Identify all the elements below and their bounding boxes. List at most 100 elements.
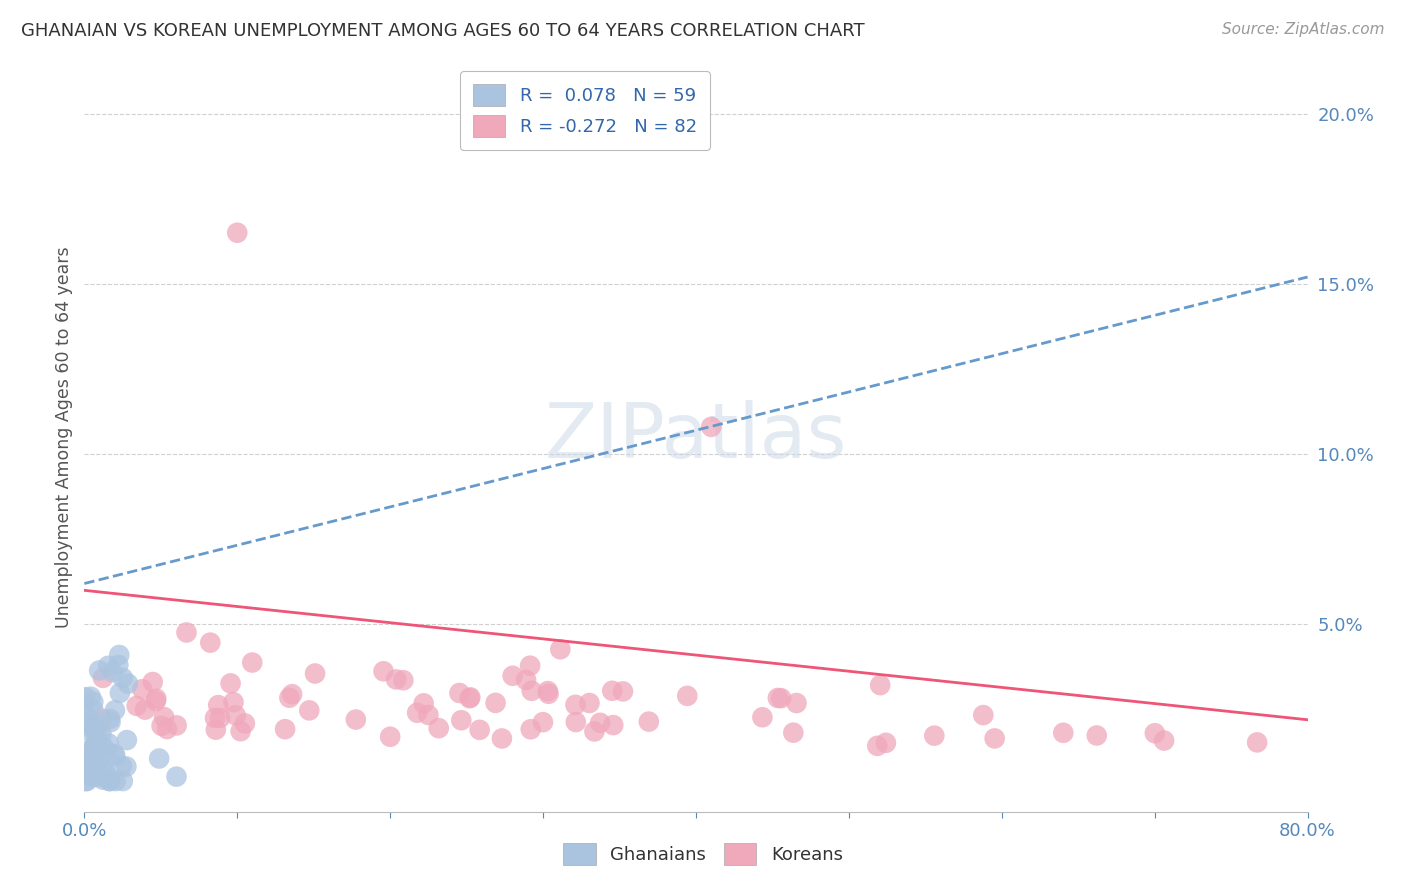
Point	[233, 716, 256, 731]
Point	[385, 673, 408, 687]
Point	[86, 770, 108, 784]
Point	[564, 698, 586, 712]
Point	[589, 715, 612, 730]
Point	[77, 758, 100, 772]
Point	[519, 723, 541, 737]
Point	[84, 739, 107, 753]
Point	[134, 703, 156, 717]
Point	[75, 774, 97, 789]
Point	[131, 682, 153, 697]
Point	[75, 764, 97, 779]
Point	[700, 420, 723, 434]
Point	[90, 727, 112, 741]
Point	[91, 712, 114, 726]
Point	[84, 764, 107, 779]
Point	[84, 769, 107, 783]
Point	[344, 713, 367, 727]
Point	[83, 723, 105, 738]
Point	[97, 736, 120, 750]
Point	[98, 712, 121, 726]
Point	[770, 691, 793, 706]
Point	[565, 714, 588, 729]
Point	[75, 690, 97, 705]
Point	[537, 687, 560, 701]
Point	[150, 719, 173, 733]
Point	[111, 759, 134, 773]
Point	[380, 730, 402, 744]
Point	[86, 741, 108, 756]
Point	[117, 676, 139, 690]
Point	[166, 718, 188, 732]
Point	[866, 739, 889, 753]
Point	[104, 774, 127, 789]
Legend: R =  0.078   N = 59, R = -0.272   N = 82: R = 0.078 N = 59, R = -0.272 N = 82	[460, 71, 710, 150]
Point	[86, 743, 108, 757]
Point	[1153, 733, 1175, 747]
Point	[449, 686, 471, 700]
Point	[79, 724, 101, 739]
Point	[468, 723, 491, 737]
Point	[153, 710, 176, 724]
Point	[502, 669, 524, 683]
Point	[298, 703, 321, 717]
Point	[104, 747, 127, 761]
Point	[427, 721, 450, 735]
Point	[491, 731, 513, 746]
Text: ZIPatlas: ZIPatlas	[544, 401, 848, 474]
Point	[583, 724, 606, 739]
Legend: Ghanaians, Koreans: Ghanaians, Koreans	[554, 834, 852, 874]
Point	[418, 707, 440, 722]
Point	[226, 226, 249, 240]
Point	[82, 703, 104, 717]
Point	[612, 684, 634, 698]
Point	[222, 695, 245, 709]
Point	[83, 738, 105, 752]
Point	[537, 684, 560, 698]
Point	[676, 689, 699, 703]
Point	[98, 774, 121, 789]
Point	[97, 658, 120, 673]
Point	[75, 707, 97, 722]
Point	[983, 731, 1005, 746]
Point	[145, 691, 167, 706]
Point	[204, 723, 226, 737]
Point	[373, 665, 395, 679]
Point	[450, 713, 472, 727]
Point	[104, 749, 127, 764]
Point	[406, 706, 429, 720]
Point	[550, 642, 572, 657]
Point	[786, 696, 808, 710]
Point	[77, 747, 100, 761]
Point	[100, 715, 122, 730]
Point	[219, 676, 242, 690]
Point	[108, 686, 131, 700]
Point	[869, 678, 891, 692]
Point	[520, 683, 543, 698]
Point	[515, 673, 537, 687]
Point	[156, 722, 179, 736]
Point	[93, 764, 115, 778]
Point	[766, 690, 789, 705]
Point	[104, 703, 127, 717]
Point	[148, 751, 170, 765]
Point	[108, 648, 131, 662]
Y-axis label: Unemployment Among Ages 60 to 64 years: Unemployment Among Ages 60 to 64 years	[55, 246, 73, 628]
Point	[76, 774, 98, 789]
Point	[1052, 726, 1074, 740]
Point	[460, 690, 482, 705]
Point	[75, 752, 97, 766]
Point	[115, 759, 138, 773]
Point	[166, 770, 188, 784]
Point	[875, 736, 897, 750]
Point	[176, 625, 198, 640]
Point	[204, 711, 226, 725]
Point	[125, 698, 148, 713]
Point	[637, 714, 659, 729]
Point	[207, 698, 229, 713]
Point	[111, 774, 134, 789]
Point	[96, 767, 118, 781]
Point	[209, 711, 232, 725]
Point	[278, 690, 301, 705]
Point	[484, 696, 506, 710]
Point	[80, 756, 103, 770]
